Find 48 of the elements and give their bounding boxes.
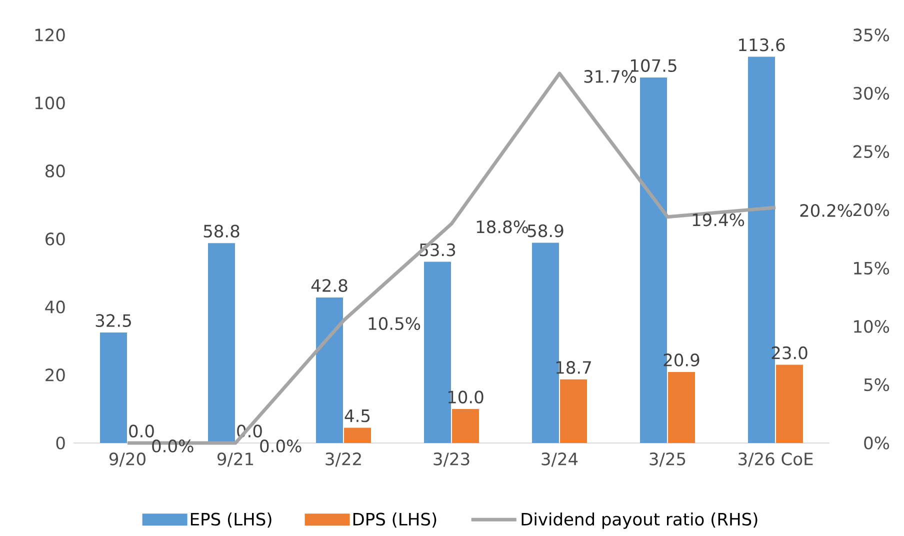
bar — [100, 332, 127, 443]
x-tick-label: 3/22 — [326, 452, 361, 467]
y2-tick-label: 0% — [864, 436, 890, 450]
y2-tick-label: 30% — [854, 86, 890, 100]
legend-label: Dividend payout ratio (RHS) — [522, 512, 758, 529]
data-label: 31.7% — [584, 70, 636, 83]
y-tick-label: 80 — [46, 164, 65, 178]
y-tick-label: 40 — [45, 300, 65, 314]
x-tick-label: 9/21 — [217, 452, 254, 467]
bar — [344, 428, 372, 443]
data-label: 32.5 — [96, 314, 131, 327]
data-label: 20.2% — [800, 204, 852, 217]
y-tick-label: 20 — [46, 368, 65, 382]
y2-tick-label: 15% — [854, 262, 890, 275]
y2-tick-label: 10% — [854, 320, 890, 333]
y-tick-label: 100 — [35, 96, 65, 110]
y-tick-label: 60 — [46, 232, 65, 246]
y2-tick-label: 35% — [854, 28, 890, 42]
data-label: 0.0% — [152, 440, 194, 452]
data-label: 42.8 — [311, 279, 348, 292]
data-label: 0.0 — [129, 424, 154, 438]
y2-tick-label: 20% — [853, 203, 890, 216]
x-tick-label: 3/24 — [542, 452, 578, 467]
y2-tick-label: 5% — [864, 378, 890, 392]
legend-label: EPS (LHS) — [190, 512, 272, 528]
x-tick-label: 3/23 — [434, 452, 470, 467]
data-label: 58.8 — [204, 224, 240, 238]
data-label: 113.6 — [739, 38, 785, 52]
x-tick-label: 3/26 CoE — [738, 452, 813, 467]
bar — [208, 243, 235, 443]
bar — [668, 372, 696, 443]
x-tick-label: 3/25 — [650, 452, 686, 467]
y2-tick-label: 25% — [853, 145, 890, 158]
data-label: 19.4% — [692, 213, 744, 226]
y-tick-label: 120 — [35, 28, 65, 42]
bar — [316, 297, 344, 443]
data-label: 10.5% — [368, 317, 420, 330]
y-tick-label: 0 — [56, 436, 65, 450]
bar — [452, 409, 480, 443]
data-label: 4.5 — [344, 410, 370, 422]
bar — [560, 379, 588, 443]
data-label: 58.9 — [528, 224, 564, 238]
bar — [776, 364, 804, 443]
data-label: 18.8% — [476, 220, 528, 234]
data-label: 107.5 — [631, 59, 676, 72]
data-label: 0.0% — [260, 440, 302, 452]
legend-label: DPS (LHS) — [353, 512, 436, 528]
x-tick-label: 9/20 — [109, 452, 146, 467]
